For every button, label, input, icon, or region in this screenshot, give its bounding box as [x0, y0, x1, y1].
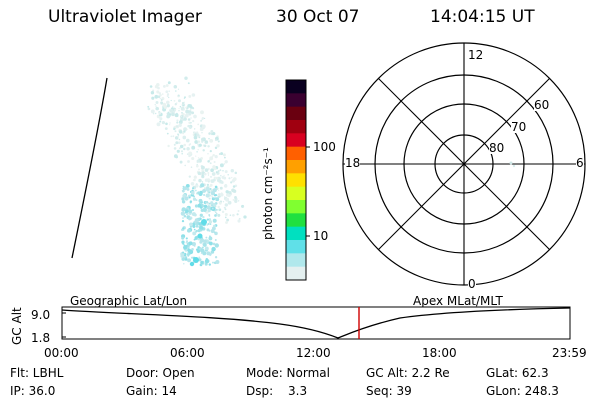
colorbar-tick-10: 10	[313, 229, 329, 243]
colorbar-cell	[286, 186, 306, 201]
colorbar-cell	[286, 226, 306, 241]
ip-info: IP: 36.0	[10, 384, 56, 398]
limb-line	[71, 77, 108, 259]
seq-info: Seq: 39	[366, 384, 412, 398]
dsp-label: Dsp:	[246, 384, 274, 398]
timeline-xtick-1200: 12:00	[296, 346, 331, 360]
timeline-xtick-1800: 18:00	[422, 346, 457, 360]
colorbar-cell	[286, 80, 306, 94]
lat-label-70: 70	[511, 120, 527, 134]
dsp-value: 3.3	[288, 384, 308, 398]
colorbar-cell	[286, 146, 306, 161]
instrument-title: Ultraviolet Imager	[48, 7, 202, 27]
lat-label-80: 80	[489, 141, 505, 155]
timeline-xtick-2359: 23:59	[552, 346, 587, 360]
timeline-ytick-top: 9.0	[31, 308, 51, 322]
mlt-label-12: 12	[468, 48, 484, 62]
colorbar-cell	[286, 253, 306, 268]
gain-info: Gain: 14	[126, 384, 177, 398]
observation-date: 30 Oct 07	[276, 7, 360, 27]
mlt-label-0: 0	[468, 277, 476, 291]
colorbar-cell	[286, 106, 306, 121]
glat-info: GLat: 62.3	[486, 366, 549, 380]
altitude-curve	[61, 307, 571, 339]
colorbar-cell	[286, 266, 306, 281]
glon-info: GLon: 248.3	[486, 384, 559, 398]
colorbar-cell	[286, 213, 306, 228]
colorbar-cell	[286, 133, 306, 148]
timeline-xtick-0000: 00:00	[44, 346, 79, 360]
door-info: Door: Open	[126, 366, 195, 380]
mlt-label-18: 18	[345, 156, 361, 170]
colorbar-cell	[286, 240, 306, 254]
colorbar-cell	[286, 120, 306, 134]
filter-info: Flt: LBHL	[10, 366, 64, 380]
timeline-left-caption: Geographic Lat/Lon	[70, 294, 188, 308]
colorbar-cell	[286, 200, 306, 214]
mlt-label-6: 6	[576, 156, 584, 170]
colorbar-cell	[286, 173, 306, 188]
colorbar-cell	[286, 93, 306, 108]
timeline-xtick-0600: 06:00	[170, 346, 205, 360]
gc-alt-info: GC Alt: 2.2 Re	[366, 366, 450, 380]
observation-time: 14:04:15 UT	[430, 7, 535, 27]
timeline-ytick-bottom: 1.8	[31, 331, 51, 345]
aurora-emission	[147, 76, 247, 267]
mode-info: Mode: Normal	[246, 366, 330, 380]
timeline-right-caption: Apex MLat/MLT	[413, 294, 503, 308]
colorbar-tick-100: 100	[313, 140, 336, 154]
colorbar-cell	[286, 160, 306, 174]
lat-label-60: 60	[534, 98, 550, 112]
